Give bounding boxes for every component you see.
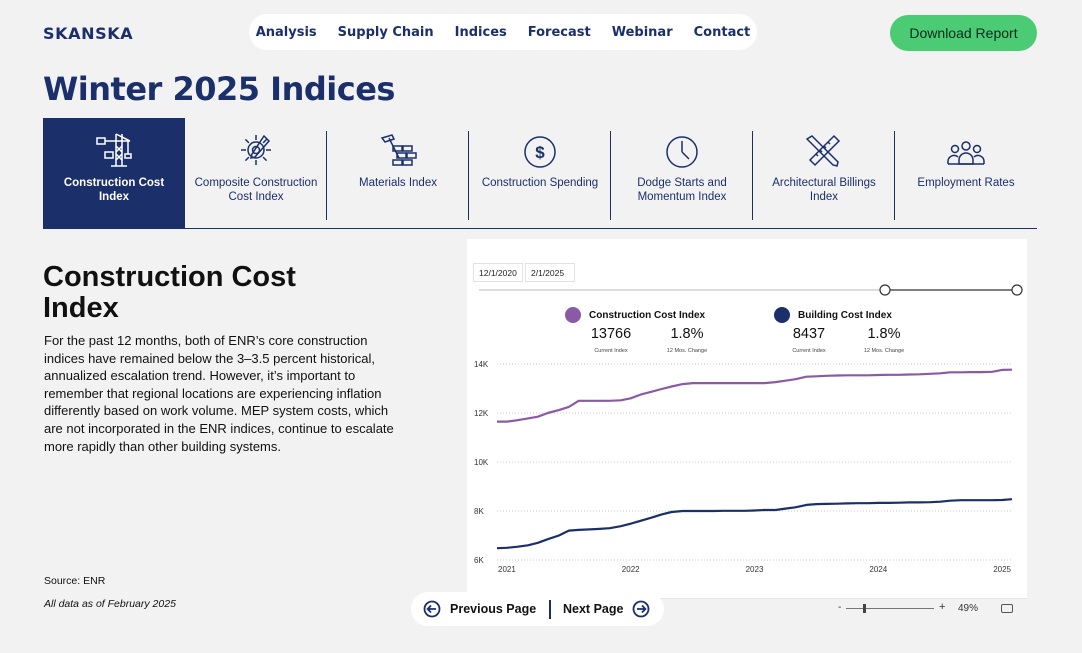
tab-label: Construction Cost Index: [63, 177, 165, 203]
legend-label: Building Cost Index: [798, 309, 892, 321]
series-line-building-cost-index: [496, 498, 1013, 550]
y-tick-label: 12K: [474, 409, 489, 418]
series-line-construction-cost-index: [497, 368, 1013, 423]
x-tick-label: 2022: [622, 565, 640, 574]
ruler-pencil-icon: [804, 132, 844, 168]
tab-label: Architectural Billings Index: [772, 177, 876, 203]
legend-dot: [774, 307, 790, 323]
legend-building-cost-index[interactable]: Building Cost Index: [774, 307, 892, 323]
tab-construction-spending[interactable]: $ Construction Spending: [469, 118, 611, 228]
top-nav: Analysis Supply Chain Indices Forecast W…: [249, 14, 757, 50]
hammer-bricks-icon: [378, 132, 418, 168]
skanska-logo[interactable]: SKANSKA: [43, 24, 134, 43]
cci-change-value: 1.8%: [670, 326, 704, 342]
svg-text:$: $: [535, 143, 545, 162]
gear-wrench-icon: [236, 132, 276, 168]
previous-page-label: Previous Page: [450, 602, 537, 616]
legend-dot: [565, 307, 581, 323]
tab-architectural-billings-index[interactable]: Architectural Billings Index: [753, 118, 895, 228]
nav-supply-chain[interactable]: Supply Chain: [337, 24, 434, 40]
date-start-input[interactable]: 12/1/2020: [473, 263, 523, 282]
people-icon: [946, 132, 986, 168]
date-range-slider[interactable]: [467, 239, 1027, 309]
dollar-icon: $: [520, 132, 560, 168]
x-tick-label: 2024: [869, 565, 887, 574]
y-tick-label: 14K: [474, 360, 489, 369]
section-body: For the past 12 months, both of ENR’s co…: [44, 333, 394, 454]
tab-employment-rates[interactable]: Employment Rates: [895, 118, 1037, 228]
nav-forecast[interactable]: Forecast: [527, 24, 591, 40]
nav-webinar[interactable]: Webinar: [611, 24, 673, 40]
slider-handle-end[interactable]: [1011, 284, 1023, 296]
bci-current-value: 8437: [792, 326, 826, 342]
zoom-in-button[interactable]: +: [939, 601, 946, 613]
tab-label: Employment Rates: [917, 177, 1015, 189]
y-tick-label: 6K: [474, 556, 484, 565]
nav-contact[interactable]: Contact: [693, 24, 751, 40]
y-tick-label: 10K: [474, 458, 489, 467]
arrow-right-circle-icon: [633, 600, 650, 618]
tab-divider: [468, 131, 469, 220]
next-page-button[interactable]: Next Page: [563, 600, 650, 618]
zoom-percent: 49%: [958, 603, 979, 614]
zoom-out-button[interactable]: -: [838, 602, 842, 613]
index-tabs: Construction Cost Index Composite Constr…: [43, 118, 1037, 229]
date-end-input[interactable]: 2/1/2025: [525, 263, 575, 282]
zoom-slider-thumb[interactable]: [863, 604, 866, 613]
tab-label: Construction Spending: [481, 177, 599, 189]
x-tick-label: 2021: [498, 565, 516, 574]
bci-current-label: Current Index: [792, 348, 826, 354]
arrow-left-circle-icon: [423, 600, 441, 618]
slider-handle-start[interactable]: [879, 284, 891, 296]
zoom-slider-track[interactable]: [846, 608, 934, 609]
section-title: Construction Cost Index: [43, 261, 296, 324]
cci-change-label: 12 Mos. Change: [666, 348, 708, 354]
y-tick-label: 8K: [474, 507, 484, 516]
nav-indices[interactable]: Indices: [454, 24, 507, 40]
tab-divider: [610, 131, 611, 220]
line-chart: 6K 8K 10K 12K 14K 2021 2022 2023 2024 2025: [474, 360, 1013, 574]
as-of-note: All data as of February 2025: [44, 598, 176, 610]
pager-divider: [549, 600, 551, 619]
fit-to-page-icon[interactable]: [1001, 604, 1013, 613]
tab-label: Composite Construction Cost Index: [194, 177, 318, 203]
previous-page-button[interactable]: Previous Page: [423, 600, 536, 618]
tab-label: Dodge Starts and Momentum Index: [637, 177, 727, 203]
tab-divider: [752, 131, 753, 220]
cci-current-label: Current Index: [594, 348, 628, 354]
tab-label: Materials Index: [359, 177, 437, 189]
chart-panel: 12/1/2020 2/1/2025 Construction Cost Ind…: [467, 239, 1027, 618]
next-page-label: Next Page: [563, 602, 624, 616]
page-title: Winter 2025 Indices: [43, 70, 395, 108]
x-tick-label: 2025: [993, 565, 1011, 574]
page-navigator: Previous Page Next Page: [411, 592, 664, 626]
tab-divider: [326, 131, 327, 220]
tab-construction-cost-index[interactable]: Construction Cost Index: [43, 118, 185, 228]
legend-label: Construction Cost Index: [589, 309, 706, 321]
x-tick-label: 2023: [746, 565, 764, 574]
legend-construction-cost-index[interactable]: Construction Cost Index: [565, 307, 705, 323]
tab-composite-construction-cost-index[interactable]: Composite Construction Cost Index: [185, 118, 327, 228]
clock-icon: [662, 132, 702, 168]
crane-icon: [94, 132, 134, 168]
tab-materials-index[interactable]: Materials Index: [327, 118, 469, 228]
nav-analysis[interactable]: Analysis: [255, 24, 317, 40]
source-note: Source: ENR: [44, 575, 106, 587]
tab-divider: [894, 131, 895, 220]
bci-change-value: 1.8%: [867, 326, 901, 342]
download-report-button[interactable]: Download Report: [890, 15, 1037, 51]
tab-dodge-starts-momentum-index[interactable]: Dodge Starts and Momentum Index: [611, 118, 753, 228]
cci-current-value: 13766: [590, 326, 632, 342]
bci-change-label: 12 Mos. Change: [863, 348, 905, 354]
